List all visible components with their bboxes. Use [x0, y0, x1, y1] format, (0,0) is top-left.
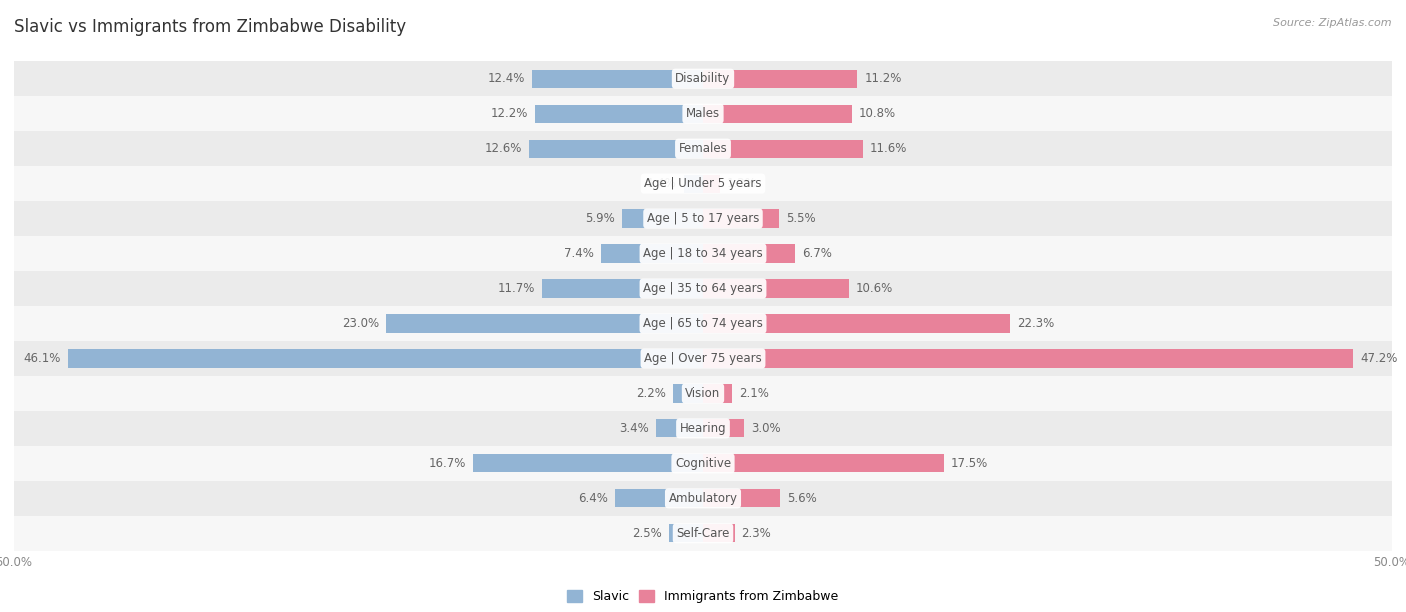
Text: 10.6%: 10.6%	[856, 282, 893, 295]
Text: 11.2%: 11.2%	[865, 72, 901, 85]
Text: 46.1%: 46.1%	[24, 352, 60, 365]
Text: Age | Under 5 years: Age | Under 5 years	[644, 177, 762, 190]
Text: Self-Care: Self-Care	[676, 527, 730, 540]
Text: Ambulatory: Ambulatory	[668, 492, 738, 505]
Text: Slavic vs Immigrants from Zimbabwe Disability: Slavic vs Immigrants from Zimbabwe Disab…	[14, 18, 406, 36]
Bar	[672, 384, 703, 403]
Text: 2.3%: 2.3%	[741, 527, 772, 540]
Bar	[703, 70, 858, 88]
Text: 5.5%: 5.5%	[786, 212, 815, 225]
Text: Age | 18 to 34 years: Age | 18 to 34 years	[643, 247, 763, 260]
Text: 22.3%: 22.3%	[1017, 317, 1054, 330]
Text: 1.2%: 1.2%	[727, 177, 756, 190]
Bar	[531, 70, 703, 88]
Bar	[703, 489, 780, 507]
Text: Age | Over 75 years: Age | Over 75 years	[644, 352, 762, 365]
Legend: Slavic, Immigrants from Zimbabwe: Slavic, Immigrants from Zimbabwe	[562, 585, 844, 608]
Bar	[683, 174, 703, 193]
Text: Hearing: Hearing	[679, 422, 727, 435]
Text: 1.4%: 1.4%	[647, 177, 676, 190]
Bar	[14, 131, 1392, 166]
Text: 5.9%: 5.9%	[585, 212, 614, 225]
Bar	[14, 306, 1392, 341]
Text: 3.0%: 3.0%	[751, 422, 780, 435]
Bar	[14, 271, 1392, 306]
Text: 10.8%: 10.8%	[859, 107, 896, 120]
Text: Males: Males	[686, 107, 720, 120]
Bar	[14, 341, 1392, 376]
Bar	[703, 384, 733, 403]
Bar	[14, 61, 1392, 96]
Bar	[703, 419, 744, 438]
Bar	[703, 174, 720, 193]
Bar	[600, 244, 703, 263]
Bar	[621, 209, 703, 228]
Text: 2.2%: 2.2%	[636, 387, 666, 400]
Text: 12.4%: 12.4%	[488, 72, 526, 85]
Text: 2.1%: 2.1%	[738, 387, 769, 400]
Bar	[67, 349, 703, 368]
Text: Age | 5 to 17 years: Age | 5 to 17 years	[647, 212, 759, 225]
Bar	[14, 96, 1392, 131]
Bar	[703, 244, 796, 263]
Text: Age | 35 to 64 years: Age | 35 to 64 years	[643, 282, 763, 295]
Bar	[534, 105, 703, 123]
Bar	[14, 516, 1392, 551]
Text: 7.4%: 7.4%	[564, 247, 595, 260]
Text: 6.7%: 6.7%	[803, 247, 832, 260]
Text: Disability: Disability	[675, 72, 731, 85]
Bar	[387, 315, 703, 332]
Text: 17.5%: 17.5%	[950, 457, 988, 470]
Text: 2.5%: 2.5%	[631, 527, 662, 540]
Bar	[703, 140, 863, 158]
Text: Cognitive: Cognitive	[675, 457, 731, 470]
Text: 11.7%: 11.7%	[498, 282, 534, 295]
Bar	[14, 166, 1392, 201]
Bar	[703, 315, 1011, 332]
Text: 3.4%: 3.4%	[620, 422, 650, 435]
Text: 47.2%: 47.2%	[1360, 352, 1398, 365]
Bar	[703, 349, 1354, 368]
Bar	[669, 524, 703, 542]
Bar	[614, 489, 703, 507]
Text: 12.2%: 12.2%	[491, 107, 529, 120]
Bar	[703, 454, 945, 472]
Bar	[14, 446, 1392, 481]
Text: 6.4%: 6.4%	[578, 492, 607, 505]
Text: 16.7%: 16.7%	[429, 457, 465, 470]
Text: Vision: Vision	[685, 387, 721, 400]
Bar	[703, 209, 779, 228]
Bar	[530, 140, 703, 158]
Bar	[703, 105, 852, 123]
Bar	[14, 481, 1392, 516]
Bar	[703, 280, 849, 297]
Text: 5.6%: 5.6%	[787, 492, 817, 505]
Bar	[14, 411, 1392, 446]
Bar	[657, 419, 703, 438]
Bar	[14, 236, 1392, 271]
Bar	[14, 201, 1392, 236]
Bar	[541, 280, 703, 297]
Text: 11.6%: 11.6%	[870, 142, 907, 155]
Text: 23.0%: 23.0%	[342, 317, 380, 330]
Bar	[703, 524, 735, 542]
Text: Source: ZipAtlas.com: Source: ZipAtlas.com	[1274, 18, 1392, 28]
Text: Age | 65 to 74 years: Age | 65 to 74 years	[643, 317, 763, 330]
Bar	[14, 376, 1392, 411]
Bar	[472, 454, 703, 472]
Text: 12.6%: 12.6%	[485, 142, 523, 155]
Text: Females: Females	[679, 142, 727, 155]
